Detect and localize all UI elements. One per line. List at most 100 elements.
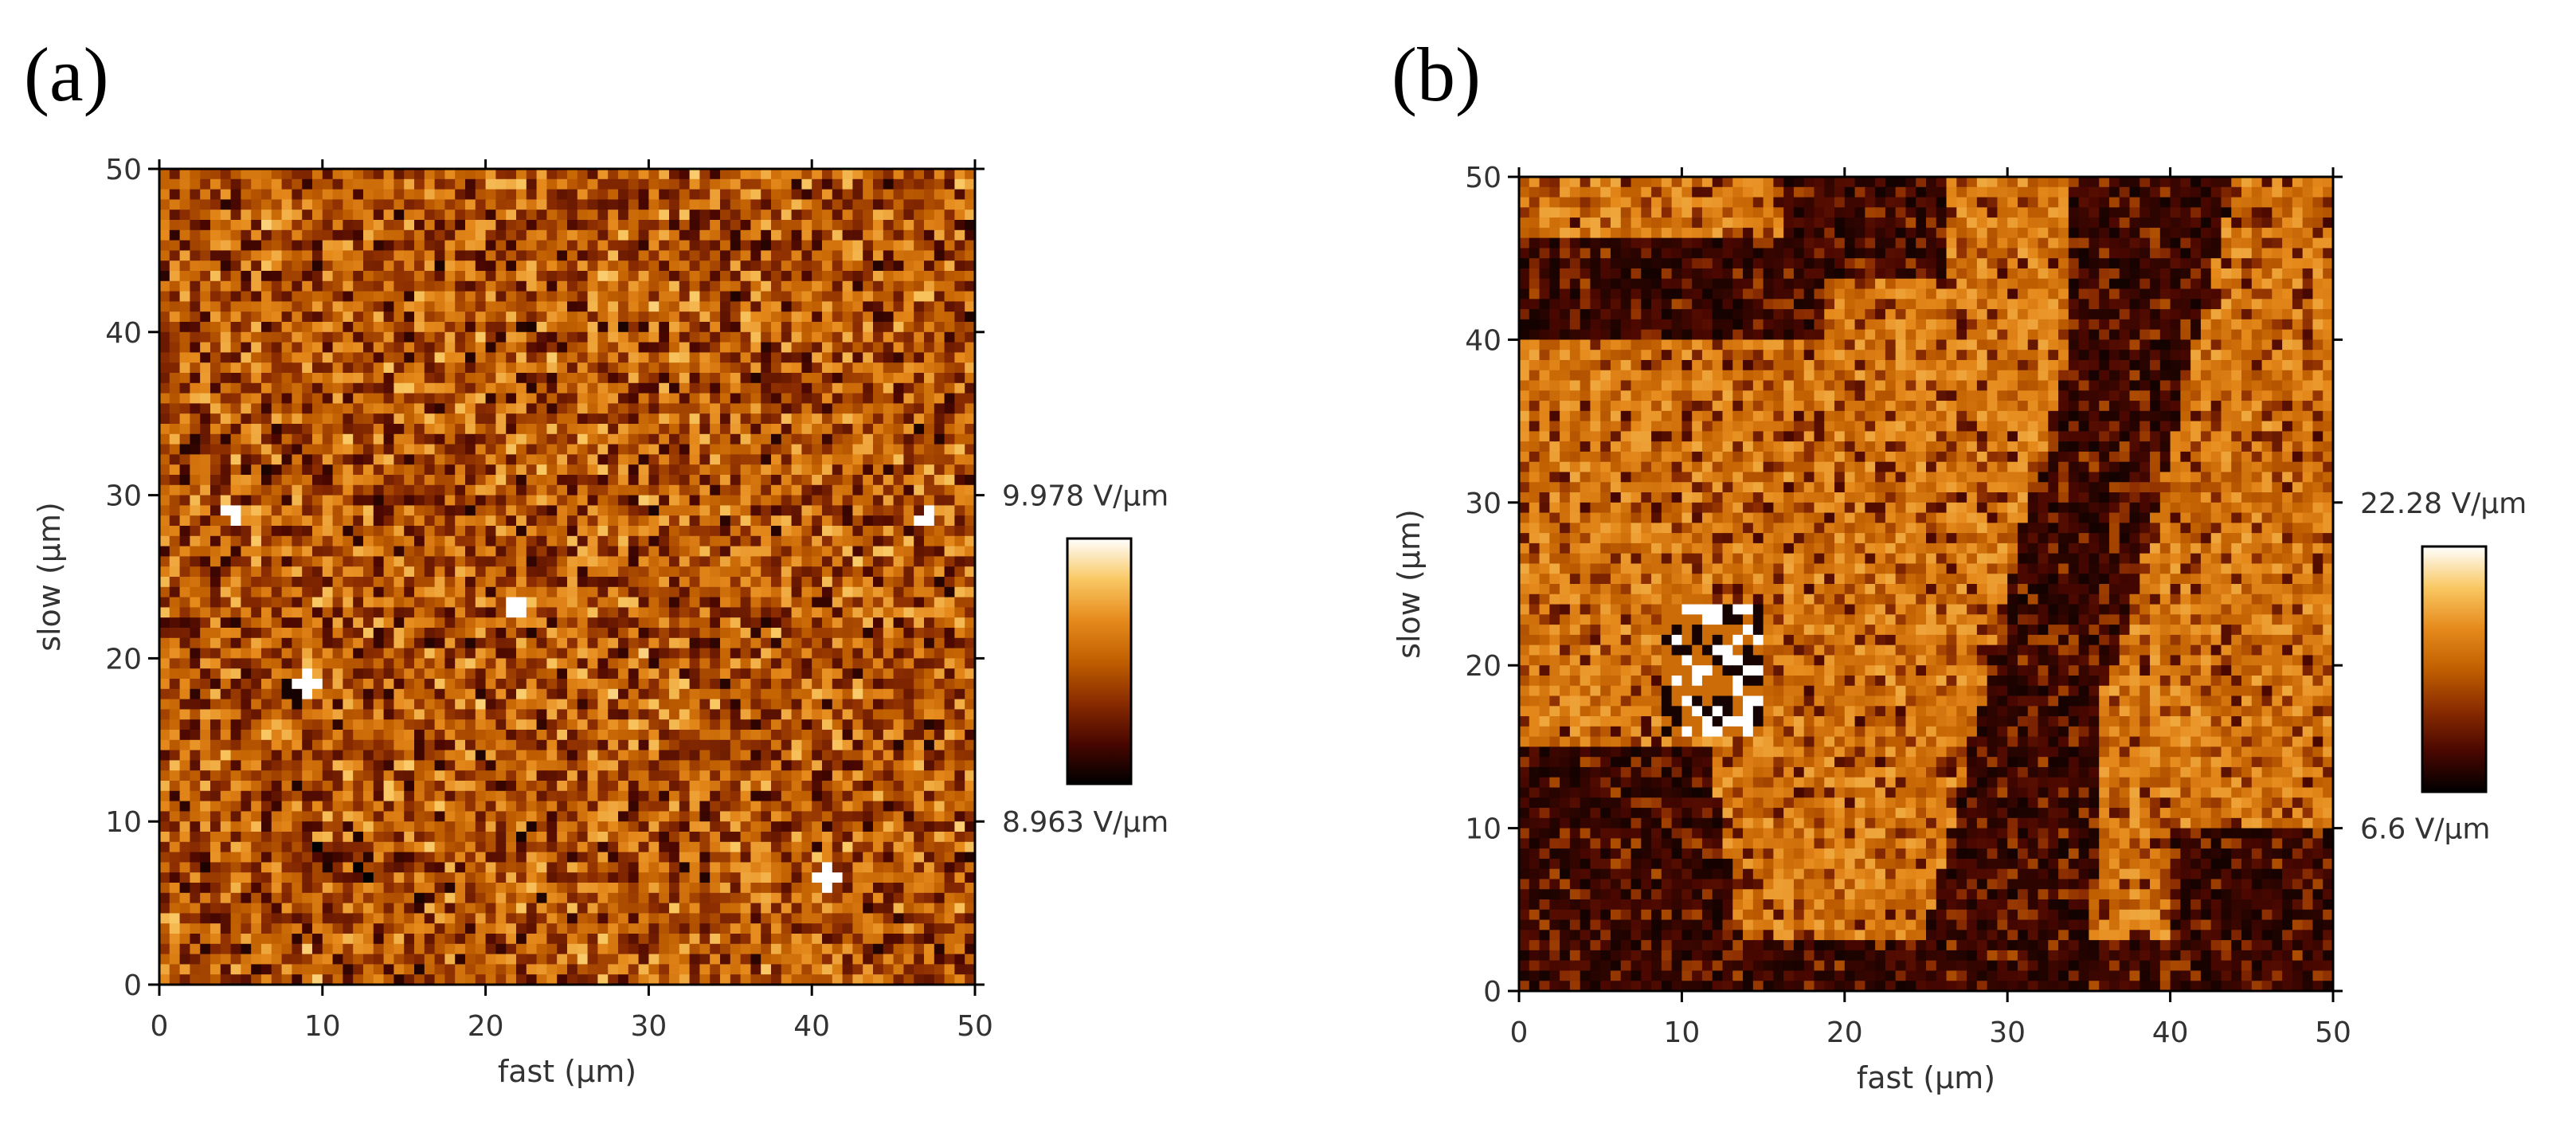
heatmap-cell — [954, 475, 965, 486]
heatmap-cell — [373, 403, 385, 414]
heatmap-cell — [648, 739, 660, 751]
heatmap-cell — [669, 770, 680, 781]
heatmap-cell — [893, 566, 904, 578]
heatmap-cell — [312, 801, 323, 812]
heatmap-cell — [404, 342, 415, 353]
heatmap-cell — [404, 566, 415, 578]
heatmap-cell — [322, 597, 334, 608]
heatmap-cell — [485, 229, 496, 241]
heatmap-cell — [546, 648, 558, 659]
heatmap-cell — [526, 199, 538, 210]
heatmap-cell — [842, 679, 853, 690]
heatmap-cell — [414, 546, 425, 557]
heatmap-cell — [822, 628, 833, 639]
heatmap-cell — [363, 586, 374, 598]
heatmap-cell — [485, 331, 496, 343]
heatmap-cell — [495, 189, 507, 200]
heatmap-cell — [832, 566, 844, 578]
heatmap-cell — [761, 781, 772, 792]
heatmap-cell — [393, 515, 405, 527]
heatmap-cell — [444, 331, 456, 343]
heatmap-cell — [322, 169, 334, 180]
heatmap-cell — [669, 454, 680, 465]
heatmap-cell — [557, 331, 568, 343]
heatmap-cell — [934, 760, 945, 771]
heatmap-cell — [954, 178, 965, 190]
heatmap-cell — [842, 240, 853, 251]
heatmap-cell — [506, 526, 517, 537]
heatmap-cell — [628, 730, 640, 741]
heatmap-cell — [495, 730, 507, 741]
heatmap-cell — [903, 628, 914, 639]
heatmap-cell — [710, 280, 721, 292]
heatmap-cell — [159, 220, 170, 231]
heatmap-cell — [343, 668, 354, 680]
heatmap-cell — [852, 240, 863, 251]
heatmap-cell — [292, 250, 303, 261]
heatmap-cell — [822, 586, 833, 598]
heatmap-cell — [404, 331, 415, 343]
heatmap-cell — [271, 475, 283, 486]
heatmap-cell — [169, 719, 181, 731]
heatmap-cell — [771, 475, 782, 486]
heatmap-cell — [322, 260, 334, 272]
heatmap-cell — [618, 515, 629, 527]
heatmap-cell — [750, 240, 761, 251]
heatmap-cell — [934, 637, 945, 649]
heatmap-cell — [220, 475, 232, 486]
heatmap-cell — [863, 484, 874, 496]
heatmap-cell — [944, 566, 955, 578]
heatmap-cell — [363, 250, 374, 261]
heatmap-cell — [618, 699, 629, 710]
heatmap-cell — [740, 546, 751, 557]
heatmap-cell — [842, 597, 853, 608]
heatmap-cell — [455, 505, 466, 516]
heatmap-cell — [363, 454, 374, 465]
heatmap-cell — [200, 464, 211, 476]
heatmap-cell — [179, 464, 190, 476]
heatmap-cell — [251, 526, 262, 537]
heatmap-cell — [740, 229, 751, 241]
heatmap-cell — [597, 424, 609, 435]
heatmap-cell — [597, 322, 609, 333]
heatmap-cell — [934, 750, 945, 761]
heatmap-cell — [383, 189, 394, 200]
heatmap-cell — [750, 291, 761, 302]
heatmap-cell — [251, 220, 262, 231]
heatmap-cell — [424, 577, 436, 588]
heatmap-cell — [271, 730, 283, 741]
heatmap-cell — [414, 709, 425, 720]
heatmap-cell — [781, 433, 793, 445]
heatmap-cell — [893, 424, 904, 435]
heatmap-cell — [801, 505, 812, 516]
heatmap-cell — [689, 240, 700, 251]
heatmap-cell — [883, 433, 895, 445]
heatmap-cell — [444, 403, 456, 414]
heatmap-cell — [750, 566, 761, 578]
heatmap-cell — [292, 178, 303, 190]
heatmap-cell — [965, 628, 976, 639]
heatmap-cell — [230, 505, 241, 516]
heatmap-cell — [852, 484, 863, 496]
heatmap-cell — [241, 770, 252, 781]
heatmap-cell — [822, 169, 833, 180]
heatmap-cell — [730, 535, 742, 547]
heatmap-cell — [740, 577, 751, 588]
heatmap-cell — [659, 189, 670, 200]
heatmap-cell — [659, 373, 670, 384]
heatmap-cell — [750, 475, 761, 486]
heatmap-cell — [720, 637, 731, 649]
heatmap-cell — [761, 199, 772, 210]
heatmap-cell — [404, 730, 415, 741]
heatmap-cell — [893, 546, 904, 557]
heatmap-cell — [597, 301, 609, 312]
heatmap-cell — [363, 424, 374, 435]
heatmap-cell — [536, 617, 547, 629]
heatmap-cell — [720, 189, 731, 200]
heatmap-cell — [791, 210, 802, 221]
heatmap-cell — [965, 709, 976, 720]
heatmap-cell — [689, 352, 700, 363]
heatmap-cell — [332, 648, 343, 659]
heatmap-cell — [495, 648, 507, 659]
heatmap-cell — [546, 597, 558, 608]
